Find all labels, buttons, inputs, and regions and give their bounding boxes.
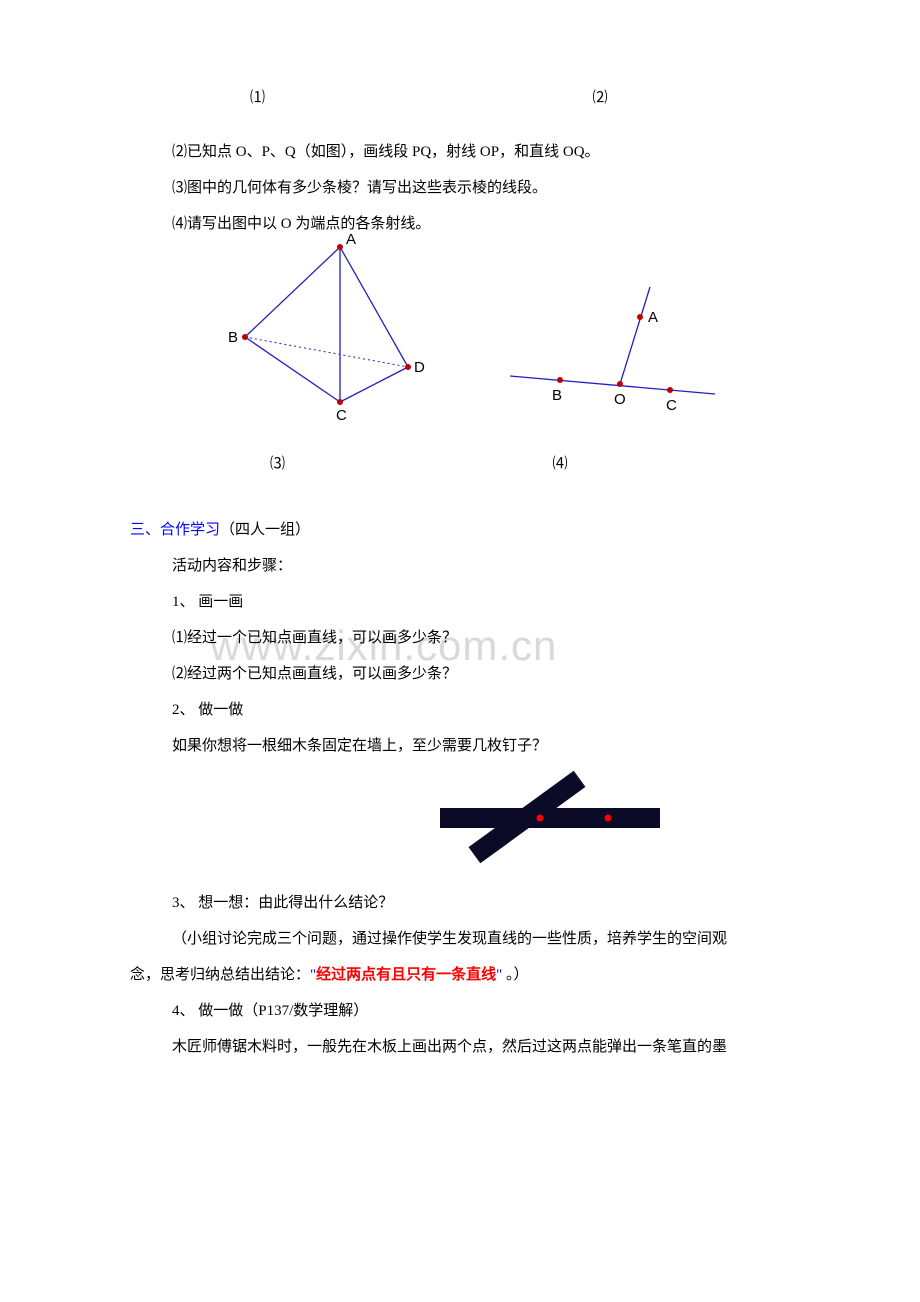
conclusion-prefix: 念，思考归纳总结出结论： [130, 967, 310, 983]
fig-label-1: ⑴ [250, 90, 265, 106]
point-A-label: A [648, 309, 658, 326]
vertex-C-label: C [336, 407, 347, 422]
fig-label-3: ⑶ [270, 456, 285, 472]
activity-step-2a: 如果你想将一根细木条固定在墙上，至少需要几枚钉子？ [172, 728, 790, 764]
section-3-title: 三、合作学习（四人一组） [130, 512, 790, 548]
point-C-label: C [666, 397, 677, 414]
activity-step-3b: 念，思考归纳总结出结论："经过两点有且只有一条直线" 。） [130, 957, 790, 993]
point-O-label: O [614, 391, 626, 408]
vertex-B-label: B [228, 329, 238, 346]
fig-label-2: ⑵ [593, 90, 608, 106]
point-B-label: B [552, 387, 562, 404]
question-2: ⑵已知点 O、P、Q（如图），画线段 PQ，射线 OP，和直线 OQ。 [172, 134, 790, 170]
activity-step-1b: ⑵经过两个已知点画直线，可以画多少条？ [172, 656, 790, 692]
fig-label-4: ⑷ [553, 456, 568, 472]
tetrahedron-diagram: A B C D [190, 232, 430, 436]
conclusion-red: 经过两点有且只有一条直线 [316, 967, 496, 983]
activity-step-3: 3、 想一想：由此得出什么结论？ [172, 885, 790, 921]
nail-diagram [430, 770, 790, 879]
figure-labels-row-2: ⑶ ⑷ [270, 446, 790, 482]
activity-step-1: 1、 画一画 [172, 584, 790, 620]
figure-labels-row-1: ⑴ ⑵ [250, 80, 790, 116]
section-3-title-black: （四人一组） [220, 522, 310, 538]
rays-diagram: A B O C [490, 282, 720, 436]
vertex-D-label: D [414, 359, 425, 376]
activity-step-2: 2、 做一做 [172, 692, 790, 728]
activity-step-1a: ⑴经过一个已知点画直线，可以画多少条？ [172, 620, 790, 656]
activity-step-4: 4、 做一做（P137/数学理解） [172, 993, 790, 1029]
section-3-title-blue: 三、合作学习 [130, 522, 220, 538]
conclusion-suffix: 。） [502, 967, 528, 983]
activity-step-3a: （小组讨论完成三个问题，通过操作使学生发现直线的一些性质，培养学生的空间观 [172, 921, 790, 957]
question-3: ⑶图中的几何体有多少条棱？请写出这些表示棱的线段。 [172, 170, 790, 206]
activity-header: 活动内容和步骤： [172, 548, 790, 584]
activity-step-4a: 木匠师傅锯木料时，一般先在木板上画出两个点，然后过这两点能弹出一条笔直的墨 [172, 1029, 790, 1065]
vertex-A-label: A [346, 232, 356, 248]
